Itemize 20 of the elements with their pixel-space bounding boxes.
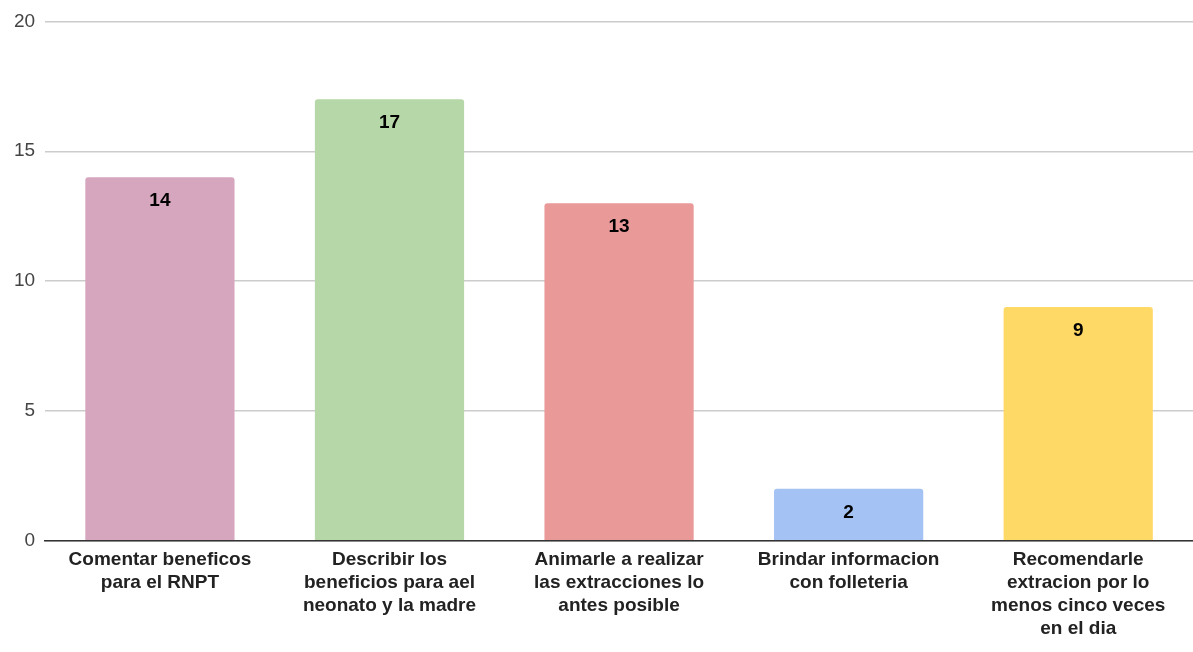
data-label: 2 bbox=[843, 500, 854, 522]
y-tick-label: 5 bbox=[24, 399, 36, 421]
x-tick-label: Recomendarle extracion por lo menos cinco veces en el dia bbox=[991, 548, 1166, 638]
y-tick-label: 0 bbox=[24, 529, 36, 551]
y-tick-label: 20 bbox=[13, 9, 36, 31]
x-tick-label: Describir los beneficios para ael neonato y la madre bbox=[302, 548, 477, 616]
bar bbox=[544, 203, 694, 541]
bar bbox=[314, 99, 465, 541]
data-label: 17 bbox=[378, 111, 401, 133]
data-label: 9 bbox=[1072, 318, 1084, 340]
y-tick-label: 15 bbox=[13, 139, 36, 161]
y-tick-label: 10 bbox=[13, 269, 36, 291]
x-tick-label: Comentar beneficos para el RNPT bbox=[68, 548, 252, 593]
bar bbox=[85, 177, 235, 541]
x-tick-label: Brindar informacion con folleteria bbox=[757, 548, 940, 593]
data-label: 14 bbox=[149, 188, 171, 210]
x-tick-label: Animarle a realizar las extracciones lo antes posible bbox=[534, 548, 705, 616]
data-label: 13 bbox=[608, 214, 630, 236]
bar bbox=[774, 488, 924, 541]
bar bbox=[1003, 307, 1153, 541]
